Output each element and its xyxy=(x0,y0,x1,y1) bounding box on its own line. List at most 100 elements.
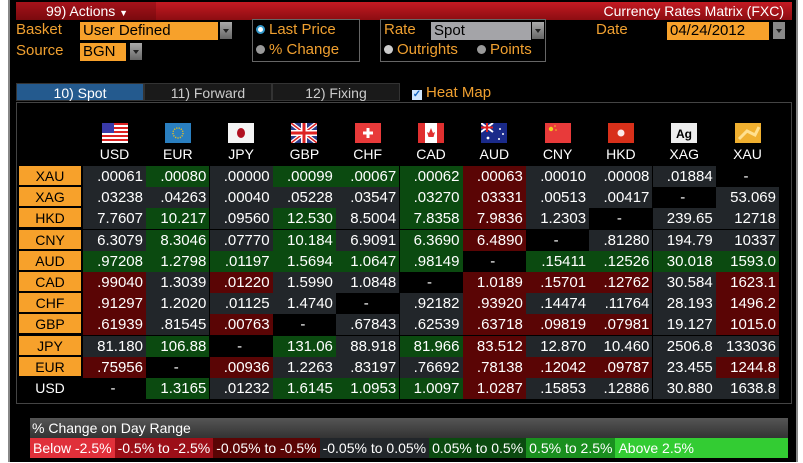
calendar-icon[interactable] xyxy=(773,22,785,39)
rate-cell-usd-cad[interactable]: 1.0097 xyxy=(399,378,463,399)
rate-cell-usd-gbp[interactable]: 1.6145 xyxy=(272,378,336,399)
rate-cell-gbp-cny[interactable]: .09819 xyxy=(526,314,590,336)
basket-select[interactable]: User Defined xyxy=(80,22,218,40)
rate-cell-aud-xag[interactable]: 30.018 xyxy=(652,250,716,272)
percent-change-radio[interactable]: % Change xyxy=(256,41,339,58)
rate-cell-cad-gbp[interactable]: 1.5990 xyxy=(272,272,336,293)
rate-cell-xau-cad[interactable]: .00062 xyxy=(399,166,463,187)
rate-cell-cny-cny[interactable]: - xyxy=(526,229,590,251)
rate-cell-chf-cad[interactable]: .92182 xyxy=(399,293,463,315)
rate-cell-jpy-xag[interactable]: 2506.8 xyxy=(652,335,716,357)
rate-cell-aud-eur[interactable]: 1.2798 xyxy=(146,250,210,272)
rate-cell-usd-xau[interactable]: 1638.8 xyxy=(716,378,779,399)
rate-cell-usd-jpy[interactable]: .01232 xyxy=(209,378,273,399)
rate-cell-gbp-usd[interactable]: .61939 xyxy=(83,314,146,336)
rate-cell-gbp-jpy[interactable]: .00763 xyxy=(209,314,273,336)
rate-cell-usd-usd[interactable]: - xyxy=(83,378,146,399)
rate-cell-hkd-cny[interactable]: 1.2303 xyxy=(526,208,590,230)
rate-cell-cad-hkd[interactable]: .12762 xyxy=(589,272,653,293)
tab-forward[interactable]: 11) Forward xyxy=(144,83,272,101)
rate-cell-eur-gbp[interactable]: 1.2263 xyxy=(272,356,336,378)
rate-cell-hkd-usd[interactable]: 7.7607 xyxy=(83,208,146,230)
rate-cell-xag-xag[interactable]: - xyxy=(652,187,716,209)
rate-cell-jpy-eur[interactable]: 106.88 xyxy=(146,335,210,357)
row-header-gbp[interactable]: GBP xyxy=(19,314,81,335)
rate-cell-chf-xag[interactable]: 28.193 xyxy=(652,293,716,315)
rate-cell-gbp-cad[interactable]: .62539 xyxy=(399,314,463,336)
rate-cell-aud-cny[interactable]: .15411 xyxy=(526,250,590,272)
rate-cell-xau-eur[interactable]: .00080 xyxy=(146,166,210,187)
rate-cell-aud-usd[interactable]: .97208 xyxy=(83,250,146,272)
tab-fixing[interactable]: 12) Fixing xyxy=(272,83,400,101)
rate-cell-xag-xau[interactable]: 53.069 xyxy=(716,187,779,209)
rate-cell-usd-hkd[interactable]: .12886 xyxy=(589,378,653,399)
rate-cell-usd-chf[interactable]: 1.0953 xyxy=(336,378,400,399)
rate-cell-gbp-hkd[interactable]: .07981 xyxy=(589,314,653,336)
last-price-radio[interactable]: Last Price xyxy=(256,21,336,38)
rate-cell-cny-eur[interactable]: 8.3046 xyxy=(146,229,210,251)
rate-cell-chf-xau[interactable]: 1496.2 xyxy=(716,293,779,315)
rate-cell-usd-xag[interactable]: 30.880 xyxy=(652,378,716,399)
rate-cell-cad-aud[interactable]: 1.0189 xyxy=(462,272,526,293)
rate-cell-xau-xag[interactable]: .01884 xyxy=(652,166,716,187)
rate-cell-aud-xau[interactable]: 1593.0 xyxy=(716,250,779,272)
rate-cell-xau-usd[interactable]: .00061 xyxy=(83,166,146,187)
rate-cell-gbp-xau[interactable]: 1015.0 xyxy=(716,314,779,336)
rate-cell-eur-usd[interactable]: .75956 xyxy=(83,356,146,378)
rate-cell-hkd-jpy[interactable]: .09560 xyxy=(209,208,273,230)
rate-cell-xag-aud[interactable]: .03331 xyxy=(462,187,526,209)
rate-cell-hkd-eur[interactable]: 10.217 xyxy=(146,208,210,230)
rate-cell-cad-xag[interactable]: 30.584 xyxy=(652,272,716,293)
rate-cell-cad-cny[interactable]: .15701 xyxy=(526,272,590,293)
rate-cell-eur-hkd[interactable]: .09787 xyxy=(589,356,653,378)
rate-cell-gbp-gbp[interactable]: - xyxy=(272,314,336,336)
source-select[interactable]: BGN xyxy=(80,43,126,61)
outrights-radio[interactable]: Outrights xyxy=(384,41,458,58)
rate-cell-aud-jpy[interactable]: .01197 xyxy=(209,250,273,272)
rate-cell-chf-gbp[interactable]: 1.4740 xyxy=(272,293,336,315)
rate-cell-cny-xau[interactable]: 10337 xyxy=(716,229,779,251)
rate-cell-jpy-cny[interactable]: 12.870 xyxy=(526,335,590,357)
rate-cell-cny-hkd[interactable]: .81280 xyxy=(589,229,653,251)
row-header-jpy[interactable]: JPY xyxy=(19,335,81,356)
rate-dropdown-icon[interactable] xyxy=(532,22,544,39)
rate-cell-aud-chf[interactable]: 1.0647 xyxy=(336,250,400,272)
rate-cell-aud-gbp[interactable]: 1.5694 xyxy=(272,250,336,272)
rate-cell-jpy-chf[interactable]: 88.918 xyxy=(336,335,400,357)
rate-cell-chf-cny[interactable]: .14474 xyxy=(526,293,590,315)
rate-cell-xag-cny[interactable]: .00513 xyxy=(526,187,590,209)
rate-cell-gbp-chf[interactable]: .67843 xyxy=(336,314,400,336)
row-header-aud[interactable]: AUD xyxy=(19,250,81,271)
rate-cell-chf-jpy[interactable]: .01125 xyxy=(209,293,273,315)
rate-cell-chf-hkd[interactable]: .11764 xyxy=(589,293,653,315)
points-radio[interactable]: Points xyxy=(477,41,532,58)
basket-dropdown-icon[interactable] xyxy=(220,22,232,39)
rate-cell-chf-aud[interactable]: .93920 xyxy=(462,293,526,315)
rate-cell-chf-usd[interactable]: .91297 xyxy=(83,293,146,315)
rate-cell-xag-jpy[interactable]: .00040 xyxy=(209,187,273,209)
rate-cell-xag-cad[interactable]: .03270 xyxy=(399,187,463,209)
rate-cell-xau-xau[interactable]: - xyxy=(716,166,779,187)
rate-cell-xau-chf[interactable]: .00067 xyxy=(336,166,400,187)
rate-cell-cad-jpy[interactable]: .01220 xyxy=(209,272,273,293)
rate-cell-usd-cny[interactable]: .15853 xyxy=(526,378,590,399)
rate-cell-xau-cny[interactable]: .00010 xyxy=(526,166,590,187)
row-header-hkd[interactable]: HKD xyxy=(19,208,81,229)
rate-cell-xau-gbp[interactable]: .00099 xyxy=(272,166,336,187)
row-header-eur[interactable]: EUR xyxy=(19,356,81,377)
rate-cell-chf-eur[interactable]: 1.2020 xyxy=(146,293,210,315)
rate-cell-eur-xag[interactable]: 23.455 xyxy=(652,356,716,378)
rate-cell-jpy-gbp[interactable]: 131.06 xyxy=(272,335,336,357)
rate-cell-gbp-eur[interactable]: .81545 xyxy=(146,314,210,336)
row-header-cny[interactable]: CNY xyxy=(19,229,81,250)
rate-cell-cad-xau[interactable]: 1623.1 xyxy=(716,272,779,293)
rate-cell-aud-cad[interactable]: .98149 xyxy=(399,250,463,272)
rate-cell-xag-hkd[interactable]: .00417 xyxy=(589,187,653,209)
rate-cell-cny-chf[interactable]: 6.9091 xyxy=(336,229,400,251)
tab-spot[interactable]: 10) Spot xyxy=(16,83,144,101)
rate-cell-hkd-aud[interactable]: 7.9836 xyxy=(462,208,526,230)
rate-cell-jpy-jpy[interactable]: - xyxy=(209,335,273,357)
rate-cell-xag-usd[interactable]: .03238 xyxy=(83,187,146,209)
rate-cell-cny-xag[interactable]: 194.79 xyxy=(652,229,716,251)
rate-cell-cad-eur[interactable]: 1.3039 xyxy=(146,272,210,293)
